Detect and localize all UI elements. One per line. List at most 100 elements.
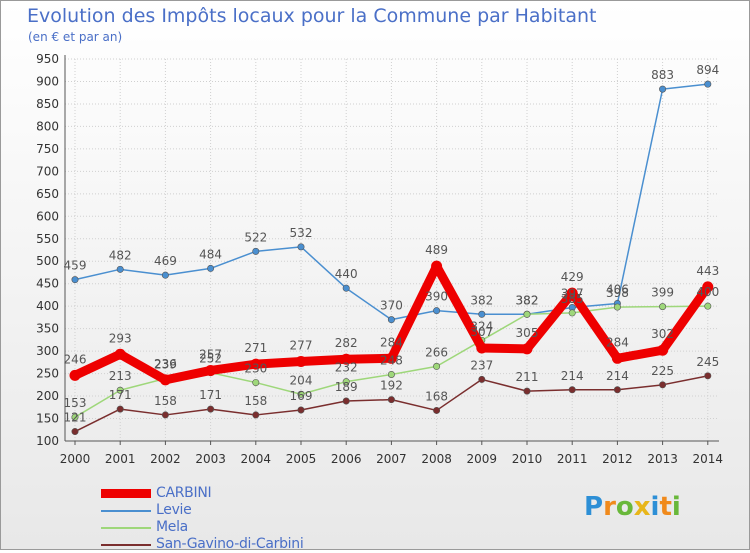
data-label-san-gavino-di-carbini-2000: 121 <box>64 411 87 425</box>
logo-letter-4: i <box>650 492 660 522</box>
point-carbini-2000 <box>69 369 81 381</box>
y-tick-label-200: 200 <box>36 389 59 403</box>
point-san-gavino-di-carbini-2014 <box>704 372 712 380</box>
data-label-carbini-2012: 284 <box>606 335 629 349</box>
data-label-san-gavino-di-carbini-2001: 171 <box>109 388 132 402</box>
point-mela-2000 <box>71 413 79 421</box>
point-san-gavino-di-carbini-2009 <box>478 375 486 383</box>
point-levie-2009 <box>478 310 486 318</box>
point-levie-2003 <box>207 264 215 272</box>
data-label-mela-2010: 382 <box>516 293 539 307</box>
data-label-levie-2013: 883 <box>651 68 674 82</box>
point-san-gavino-di-carbini-2003 <box>207 405 215 413</box>
y-tick-label-550: 550 <box>36 232 59 246</box>
legend-swatch-carbini <box>101 489 151 498</box>
point-levie-2005 <box>297 243 305 251</box>
chart-title: Evolution des Impôts locaux pour la Comm… <box>27 5 597 27</box>
data-label-carbini-2005: 277 <box>290 338 313 352</box>
legend-label-levie: Levie <box>156 502 192 518</box>
point-levie-2002 <box>161 271 169 279</box>
point-san-gavino-di-carbini-2007 <box>387 396 395 404</box>
x-tick-label-2001: 2001 <box>105 452 136 466</box>
point-mela-2013 <box>659 303 667 311</box>
x-tick-label-2004: 2004 <box>241 452 272 466</box>
y-tick-label-400: 400 <box>36 299 59 313</box>
point-san-gavino-di-carbini-2008 <box>433 406 441 414</box>
data-label-mela-2012: 398 <box>606 286 629 300</box>
y-tick-label-500: 500 <box>36 254 59 268</box>
point-mela-2008 <box>433 362 441 370</box>
point-carbini-2004 <box>250 358 262 370</box>
point-levie-2004 <box>252 247 260 255</box>
point-carbini-2006 <box>340 353 352 365</box>
legend-label-carbini: CARBINI <box>156 485 212 501</box>
data-label-san-gavino-di-carbini-2011: 214 <box>561 369 584 383</box>
data-label-levie-2012: 406 <box>606 282 629 296</box>
point-carbini-2014 <box>702 281 714 293</box>
y-tick-label-850: 850 <box>36 97 59 111</box>
point-carbini-2003 <box>205 364 217 376</box>
data-label-mela-2006: 232 <box>335 361 358 375</box>
point-carbini-2010 <box>521 343 533 355</box>
data-label-levie-2014: 894 <box>696 63 719 77</box>
data-label-levie-2000: 459 <box>64 259 87 273</box>
logo-letter-2: o <box>615 492 634 522</box>
data-labels: 246 293 236 257 271 277 282 284 489 307 305 429 284 3… <box>64 63 720 424</box>
point-levie-2014 <box>704 80 712 88</box>
point-carbini-2013 <box>657 344 669 356</box>
data-label-san-gavino-di-carbini-2014: 245 <box>696 355 719 369</box>
data-label-san-gavino-di-carbini-2009: 237 <box>470 358 493 372</box>
x-tick-label-2006: 2006 <box>331 452 362 466</box>
point-san-gavino-di-carbini-2000 <box>71 428 79 436</box>
x-tick-label-2007: 2007 <box>376 452 407 466</box>
data-label-mela-2013: 399 <box>651 286 674 300</box>
data-label-mela-2008: 266 <box>425 345 448 359</box>
y-tick-label-150: 150 <box>36 412 59 426</box>
point-levie-2001 <box>116 265 124 273</box>
legend-swatch-mela <box>101 527 151 529</box>
data-label-levie-2002: 469 <box>154 254 177 268</box>
point-mela-2005 <box>297 390 305 398</box>
data-label-mela-2007: 248 <box>380 353 403 367</box>
point-mela-2006 <box>342 378 350 386</box>
data-label-san-gavino-di-carbini-2013: 225 <box>651 364 674 378</box>
data-label-mela-2002: 239 <box>154 358 177 372</box>
point-carbini-2011 <box>566 287 578 299</box>
point-mela-2010 <box>523 310 531 318</box>
point-levie-2007 <box>387 316 395 324</box>
y-tick-label-750: 750 <box>36 142 59 156</box>
data-label-san-gavino-di-carbini-2003: 171 <box>199 388 222 402</box>
x-tick-label-2012: 2012 <box>602 452 633 466</box>
point-mela-2012 <box>613 303 621 311</box>
point-san-gavino-di-carbini-2004 <box>252 411 260 419</box>
point-san-gavino-di-carbini-2010 <box>523 387 531 395</box>
data-label-levie-2005: 532 <box>290 226 313 240</box>
series <box>69 80 714 436</box>
data-label-carbini-2013: 302 <box>651 327 674 341</box>
y-tick-label-350: 350 <box>36 322 59 336</box>
data-label-san-gavino-di-carbini-2008: 168 <box>425 389 448 403</box>
point-carbini-2008 <box>431 260 443 272</box>
y-tick-label-900: 900 <box>36 74 59 88</box>
proxiti-logo: Proxiti <box>584 492 681 522</box>
data-label-carbini-2008: 489 <box>425 243 448 257</box>
x-tick-label-2009: 2009 <box>467 452 498 466</box>
data-label-levie-2003: 484 <box>199 247 222 261</box>
data-label-san-gavino-di-carbini-2004: 158 <box>244 394 267 408</box>
x-tick-label-2013: 2013 <box>647 452 678 466</box>
point-levie-2008 <box>433 307 441 315</box>
x-tick-label-2011: 2011 <box>557 452 588 466</box>
logo-letter-5: t <box>659 492 672 522</box>
data-label-levie-2008: 390 <box>425 290 448 304</box>
point-mela-2014 <box>704 302 712 310</box>
x-tick-label-2010: 2010 <box>512 452 543 466</box>
point-san-gavino-di-carbini-2011 <box>568 386 576 394</box>
data-label-san-gavino-di-carbini-2010: 211 <box>516 370 539 384</box>
x-tick-label-2003: 2003 <box>195 452 226 466</box>
y-tick-label-650: 650 <box>36 187 59 201</box>
logo-letter-1: r <box>603 492 616 522</box>
y-tick-label-250: 250 <box>36 367 59 381</box>
data-label-san-gavino-di-carbini-2002: 158 <box>154 394 177 408</box>
point-san-gavino-di-carbini-2012 <box>613 386 621 394</box>
